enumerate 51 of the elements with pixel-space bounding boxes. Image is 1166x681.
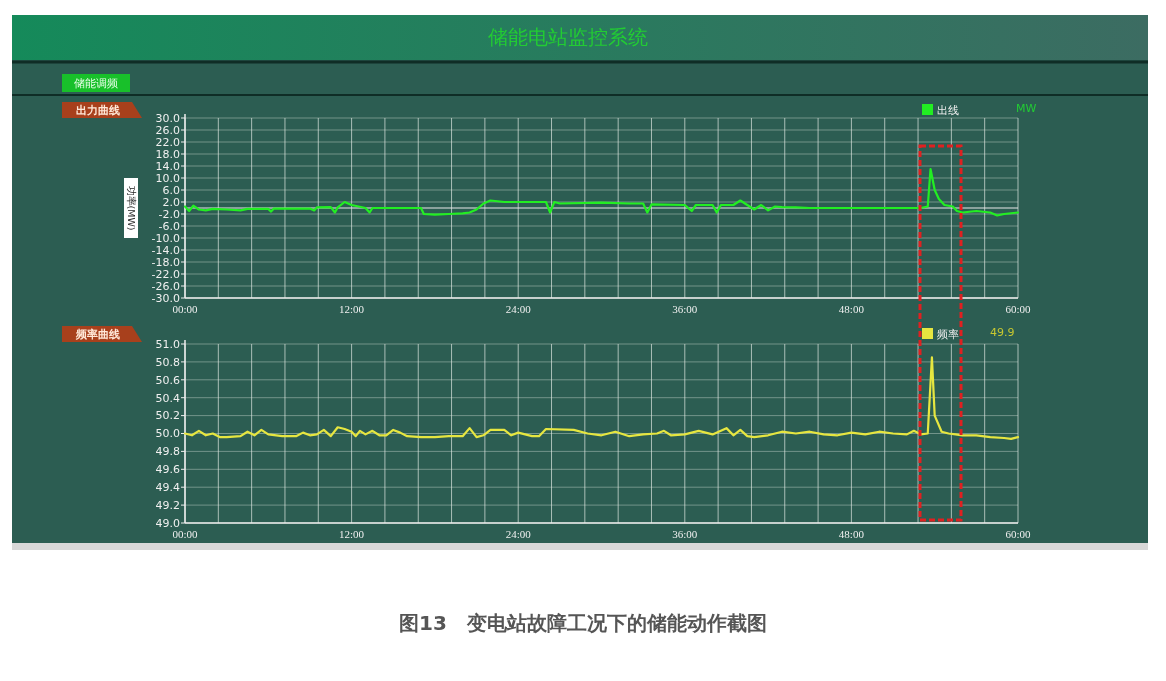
x-tick-label: 24:00 [505, 528, 532, 540]
y-tick-label: -18.0 [151, 255, 180, 269]
y-tick-label: 49.6 [155, 463, 180, 477]
text: 49.9 [990, 326, 1015, 339]
y-tick-label: 50.6 [155, 373, 180, 387]
y-tick-label: 50.2 [155, 409, 180, 423]
y-tick-label: 51.0 [155, 337, 180, 351]
y-tick-label: -14.0 [151, 243, 180, 257]
caption: 图13 变电站故障工况下的储能动作截图 [399, 611, 767, 635]
y-tick-label: -26.0 [151, 279, 180, 293]
y-tick-label: 50.0 [155, 427, 180, 441]
text: 储能电站监控系统 [488, 25, 648, 49]
y-tick-label: 18.0 [155, 147, 180, 161]
chart-title: 频率曲线 [75, 328, 120, 341]
text: MW [1016, 102, 1037, 115]
y-tick-label: -2.0 [158, 207, 180, 221]
x-tick-label: 60:00 [1005, 303, 1032, 315]
y-tick-label: 26.0 [155, 123, 180, 137]
y-tick-label: 6.0 [162, 183, 180, 197]
y-tick-label: 10.0 [155, 171, 180, 185]
text: 储能调频 [74, 77, 118, 90]
y-tick-label: 14.0 [155, 159, 180, 173]
y-tick-label: 49.0 [155, 516, 180, 530]
x-tick-label: 36:00 [672, 303, 698, 315]
legend-label: 频率 [937, 328, 959, 340]
line-series [183, 167, 1020, 217]
x-tick-label: 00:00 [172, 303, 199, 315]
x-tick-label: 24:00 [505, 303, 532, 315]
y-tick-label: 22.0 [155, 135, 180, 149]
y-tick-label: 2.0 [162, 195, 180, 209]
y-tick-label: 30.0 [155, 111, 180, 125]
x-tick-label: 12:00 [339, 303, 365, 315]
legend-label: 出线 [937, 104, 959, 116]
x-tick-label: 00:00 [172, 528, 199, 540]
x-tick-label: 48:00 [838, 303, 865, 315]
y-tick-label: 50.4 [155, 391, 180, 405]
y-axis-title: 功率(MW) [125, 185, 137, 231]
y-tick-label: 49.4 [155, 481, 180, 495]
x-tick-label: 60:00 [1005, 528, 1032, 540]
y-tick-label: -6.0 [158, 219, 180, 233]
y-tick-label: -22.0 [151, 267, 180, 281]
y-tick-label: 49.2 [155, 498, 180, 512]
x-tick-label: 48:00 [838, 528, 865, 540]
y-tick-label: -10.0 [151, 231, 180, 245]
y-tick-label: 49.8 [155, 445, 180, 459]
chart-title: 出力曲线 [76, 104, 120, 117]
x-tick-label: 36:00 [672, 528, 698, 540]
x-tick-label: 12:00 [339, 528, 365, 540]
line-series [183, 356, 1020, 440]
y-tick-label: -30.0 [151, 291, 180, 305]
y-tick-label: 50.8 [155, 355, 180, 369]
